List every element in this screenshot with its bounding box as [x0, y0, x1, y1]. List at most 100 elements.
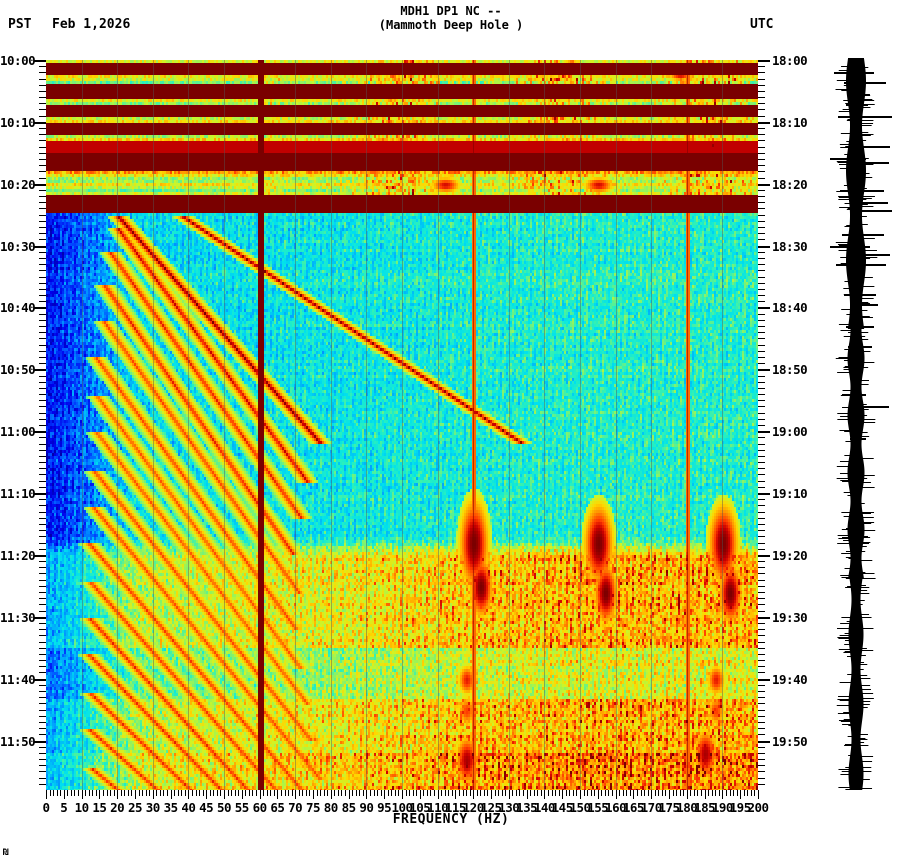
time-major-tick — [34, 554, 46, 557]
time-tick-label: 18:20 — [772, 176, 808, 192]
time-minor-tick — [39, 622, 46, 624]
frequency-minor-tick — [665, 790, 666, 796]
time-minor-tick — [758, 276, 765, 278]
frequency-tick-label: 110 — [427, 800, 449, 815]
frequency-minor-tick — [637, 790, 638, 796]
frequency-major-tick — [473, 790, 474, 799]
time-minor-tick — [758, 660, 765, 662]
frequency-minor-tick — [160, 790, 161, 796]
frequency-tick-label: 20 — [110, 800, 125, 815]
time-minor-tick — [39, 418, 46, 420]
time-major-tick — [758, 616, 770, 619]
time-tick-label: 19:40 — [772, 671, 808, 687]
time-minor-tick — [758, 338, 765, 340]
frequency-minor-tick — [174, 790, 175, 796]
time-tick-label: 18:50 — [772, 362, 808, 378]
time-tick-label: 11:50 — [0, 733, 36, 749]
frequency-minor-tick — [178, 790, 179, 796]
time-minor-tick — [758, 653, 765, 655]
time-minor-tick — [758, 629, 765, 631]
frequency-minor-tick — [92, 790, 93, 796]
frequency-minor-tick — [167, 790, 168, 796]
time-minor-tick — [758, 115, 765, 117]
frequency-minor-tick — [751, 790, 752, 796]
time-minor-tick — [39, 709, 46, 711]
frequency-minor-tick — [448, 790, 449, 796]
frequency-minor-tick — [398, 790, 399, 796]
time-major-tick — [758, 678, 770, 681]
title-line-1: MDH1 DP1 NC -- — [400, 4, 502, 18]
time-tick-label: 18:40 — [772, 300, 808, 316]
frequency-tick-label: 100 — [391, 800, 413, 815]
time-minor-tick — [39, 282, 46, 284]
frequency-tick-label: 120 — [462, 800, 485, 815]
time-minor-tick — [39, 276, 46, 278]
time-minor-tick — [758, 443, 765, 445]
frequency-minor-tick — [541, 790, 542, 796]
time-minor-tick — [39, 443, 46, 445]
time-minor-tick — [39, 363, 46, 365]
frequency-minor-tick — [57, 790, 58, 796]
time-minor-tick — [39, 672, 46, 674]
frequency-minor-tick — [363, 790, 364, 796]
time-minor-tick — [758, 449, 765, 451]
time-minor-tick — [758, 697, 765, 699]
time-minor-tick — [39, 270, 46, 272]
frequency-minor-tick — [587, 790, 588, 796]
time-major-tick — [758, 121, 770, 124]
time-minor-tick — [758, 573, 765, 575]
frequency-minor-tick — [299, 790, 300, 796]
frequency-minor-tick — [655, 790, 656, 796]
time-minor-tick — [39, 134, 46, 136]
frequency-minor-tick — [345, 790, 346, 796]
time-tick-label: 19:10 — [772, 486, 808, 502]
frequency-minor-tick — [523, 790, 524, 796]
time-minor-tick — [758, 257, 765, 259]
frequency-minor-tick — [220, 790, 221, 796]
time-major-tick — [758, 60, 770, 62]
time-minor-tick — [758, 326, 765, 328]
time-minor-tick — [39, 604, 46, 606]
frequency-minor-tick — [163, 790, 164, 796]
time-minor-tick — [39, 78, 46, 80]
frequency-minor-tick — [498, 790, 499, 796]
frequency-minor-tick — [487, 790, 488, 796]
frequency-minor-tick — [445, 790, 446, 796]
time-minor-tick — [758, 709, 765, 711]
time-minor-tick — [39, 239, 46, 241]
time-minor-tick — [758, 641, 765, 643]
frequency-minor-tick — [715, 790, 716, 796]
frequency-minor-tick — [156, 790, 157, 796]
frequency-minor-tick — [196, 790, 197, 796]
frequency-minor-tick — [391, 790, 392, 796]
frequency-minor-tick — [537, 790, 538, 796]
frequency-major-tick — [705, 790, 706, 799]
frequency-minor-tick — [142, 790, 143, 796]
corner-artifact-mark: ₪ — [3, 848, 9, 858]
frequency-minor-tick — [374, 790, 375, 796]
time-minor-tick — [39, 752, 46, 754]
time-minor-tick — [39, 189, 46, 191]
frequency-minor-tick — [235, 790, 236, 796]
frequency-minor-tick — [680, 790, 681, 796]
frequency-minor-tick — [327, 790, 328, 796]
frequency-minor-tick — [288, 790, 289, 796]
spectrogram-canvas — [46, 60, 758, 790]
time-minor-tick — [758, 214, 765, 216]
frequency-tick-label: 95 — [377, 800, 392, 815]
time-minor-tick — [758, 715, 765, 717]
time-minor-tick — [758, 400, 765, 402]
frequency-major-tick — [562, 790, 563, 799]
frequency-minor-tick — [213, 790, 214, 796]
time-minor-tick — [39, 765, 46, 767]
frequency-minor-tick — [676, 790, 677, 796]
time-minor-tick — [758, 474, 765, 476]
time-major-tick — [34, 307, 46, 310]
time-minor-tick — [39, 684, 46, 686]
frequency-tick-label: 35 — [163, 800, 179, 815]
frequency-minor-tick — [505, 790, 506, 796]
frequency-minor-tick — [274, 790, 275, 796]
frequency-minor-tick — [480, 790, 481, 796]
frequency-minor-tick — [512, 790, 513, 796]
time-minor-tick — [39, 140, 46, 142]
